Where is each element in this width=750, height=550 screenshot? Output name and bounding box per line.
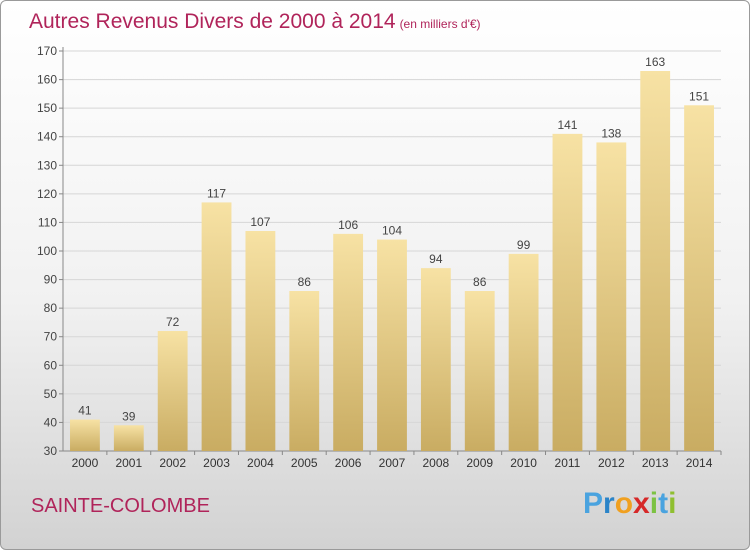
bar-2004 — [245, 231, 276, 451]
bar-2009 — [464, 291, 495, 451]
x-tick-label-2011: 2011 — [555, 456, 581, 470]
y-tick-label: 140 — [37, 130, 57, 144]
y-tick-label: 40 — [44, 415, 58, 429]
data-labels: 41 39 72 117 107 86 106 104 94 86 99 141 138 163 151 — [78, 55, 709, 423]
y-tick-label: 70 — [44, 330, 58, 344]
y-tick-label: 120 — [37, 187, 57, 201]
x-tick-label-2013: 2013 — [642, 456, 669, 470]
y-tick-label: 90 — [44, 273, 58, 287]
bar-2001 — [113, 425, 144, 451]
bars — [70, 71, 714, 452]
city-name: SAINTE-COLOMBE — [31, 495, 210, 517]
bar-2013 — [640, 71, 671, 451]
x-tick-label-2000: 2000 — [72, 456, 99, 470]
data-label-2006: 106 — [338, 218, 358, 232]
y-tick-label: 100 — [37, 244, 57, 258]
bar-2000 — [70, 419, 100, 451]
logo-letter: P — [583, 487, 604, 520]
y-tick-label: 170 — [37, 44, 57, 58]
data-label-2008: 94 — [429, 252, 443, 266]
logo-letter: x — [633, 487, 650, 520]
bar-2005 — [289, 291, 320, 451]
x-tick-label-2007: 2007 — [379, 456, 406, 470]
data-label-2012: 138 — [601, 126, 621, 140]
x-tick-label-2008: 2008 — [423, 456, 450, 470]
data-label-2009: 86 — [473, 275, 487, 289]
proxiti-logo: Proxiti — [583, 487, 676, 521]
data-label-2005: 86 — [298, 275, 312, 289]
y-tick-label: 110 — [38, 215, 57, 229]
data-label-2000: 41 — [78, 404, 92, 418]
x-tick-label-2014: 2014 — [686, 456, 713, 470]
y-tick-label: 30 — [44, 444, 58, 458]
x-tick-labels: 2000 2001 2002 2003 2004 2005 2006 2007 2008 2009… — [72, 456, 713, 470]
chart-subtitle: (en milliers d'€) — [399, 17, 481, 31]
y-tick-label: 130 — [37, 158, 57, 172]
x-tick-label-2009: 2009 — [466, 456, 493, 470]
bar-2010 — [508, 253, 539, 451]
data-label-2007: 104 — [382, 224, 402, 238]
x-tick-label-2004: 2004 — [247, 456, 274, 470]
y-tick-label: 80 — [44, 301, 58, 315]
y-tick-label: 60 — [44, 358, 58, 372]
bar-2007 — [377, 239, 407, 451]
y-tick-label: 50 — [44, 387, 58, 401]
logo-letter: t — [658, 487, 669, 520]
data-label-2001: 39 — [122, 409, 136, 423]
data-label-2013: 163 — [645, 55, 665, 69]
data-label-2002: 72 — [166, 315, 180, 329]
logo-letter: r — [603, 487, 615, 520]
x-tick-label-2005: 2005 — [291, 456, 318, 470]
bar-2011 — [552, 133, 583, 451]
x-tick-label-2012: 2012 — [598, 456, 625, 470]
bar-2014 — [684, 105, 714, 452]
y-tick-label: 150 — [37, 101, 57, 115]
x-tick-label-2003: 2003 — [203, 456, 230, 470]
data-label-2011: 141 — [557, 118, 577, 132]
data-label-2010: 99 — [517, 238, 531, 252]
bar-2002 — [157, 331, 188, 451]
y-tick-labels: 30 40 50 60 70 80 90 100 110 120 130 140 150 160 170 — [37, 44, 57, 458]
y-tick-label: 160 — [37, 73, 57, 87]
chart-title: Autres Revenus Divers de 2000 à 2014 (en … — [29, 10, 481, 34]
logo-letter: o — [614, 487, 634, 520]
data-label-2004: 107 — [250, 215, 270, 229]
x-tick-label-2006: 2006 — [335, 456, 362, 470]
x-tick-label-2002: 2002 — [159, 456, 186, 470]
x-tick-label-2001: 2001 — [115, 456, 142, 470]
data-label-2014: 151 — [689, 89, 709, 103]
bar-2003 — [201, 202, 232, 451]
bar-2008 — [420, 268, 451, 451]
title-text: Autres Revenus Divers de 2000 à 2014 — [29, 10, 396, 33]
data-label-2003: 117 — [207, 186, 226, 200]
logo-letter: i — [668, 487, 677, 520]
x-tick-label-2010: 2010 — [510, 456, 537, 470]
logo-letter: i — [649, 487, 659, 520]
bar-2006 — [333, 233, 364, 451]
bar-2012 — [596, 142, 627, 451]
